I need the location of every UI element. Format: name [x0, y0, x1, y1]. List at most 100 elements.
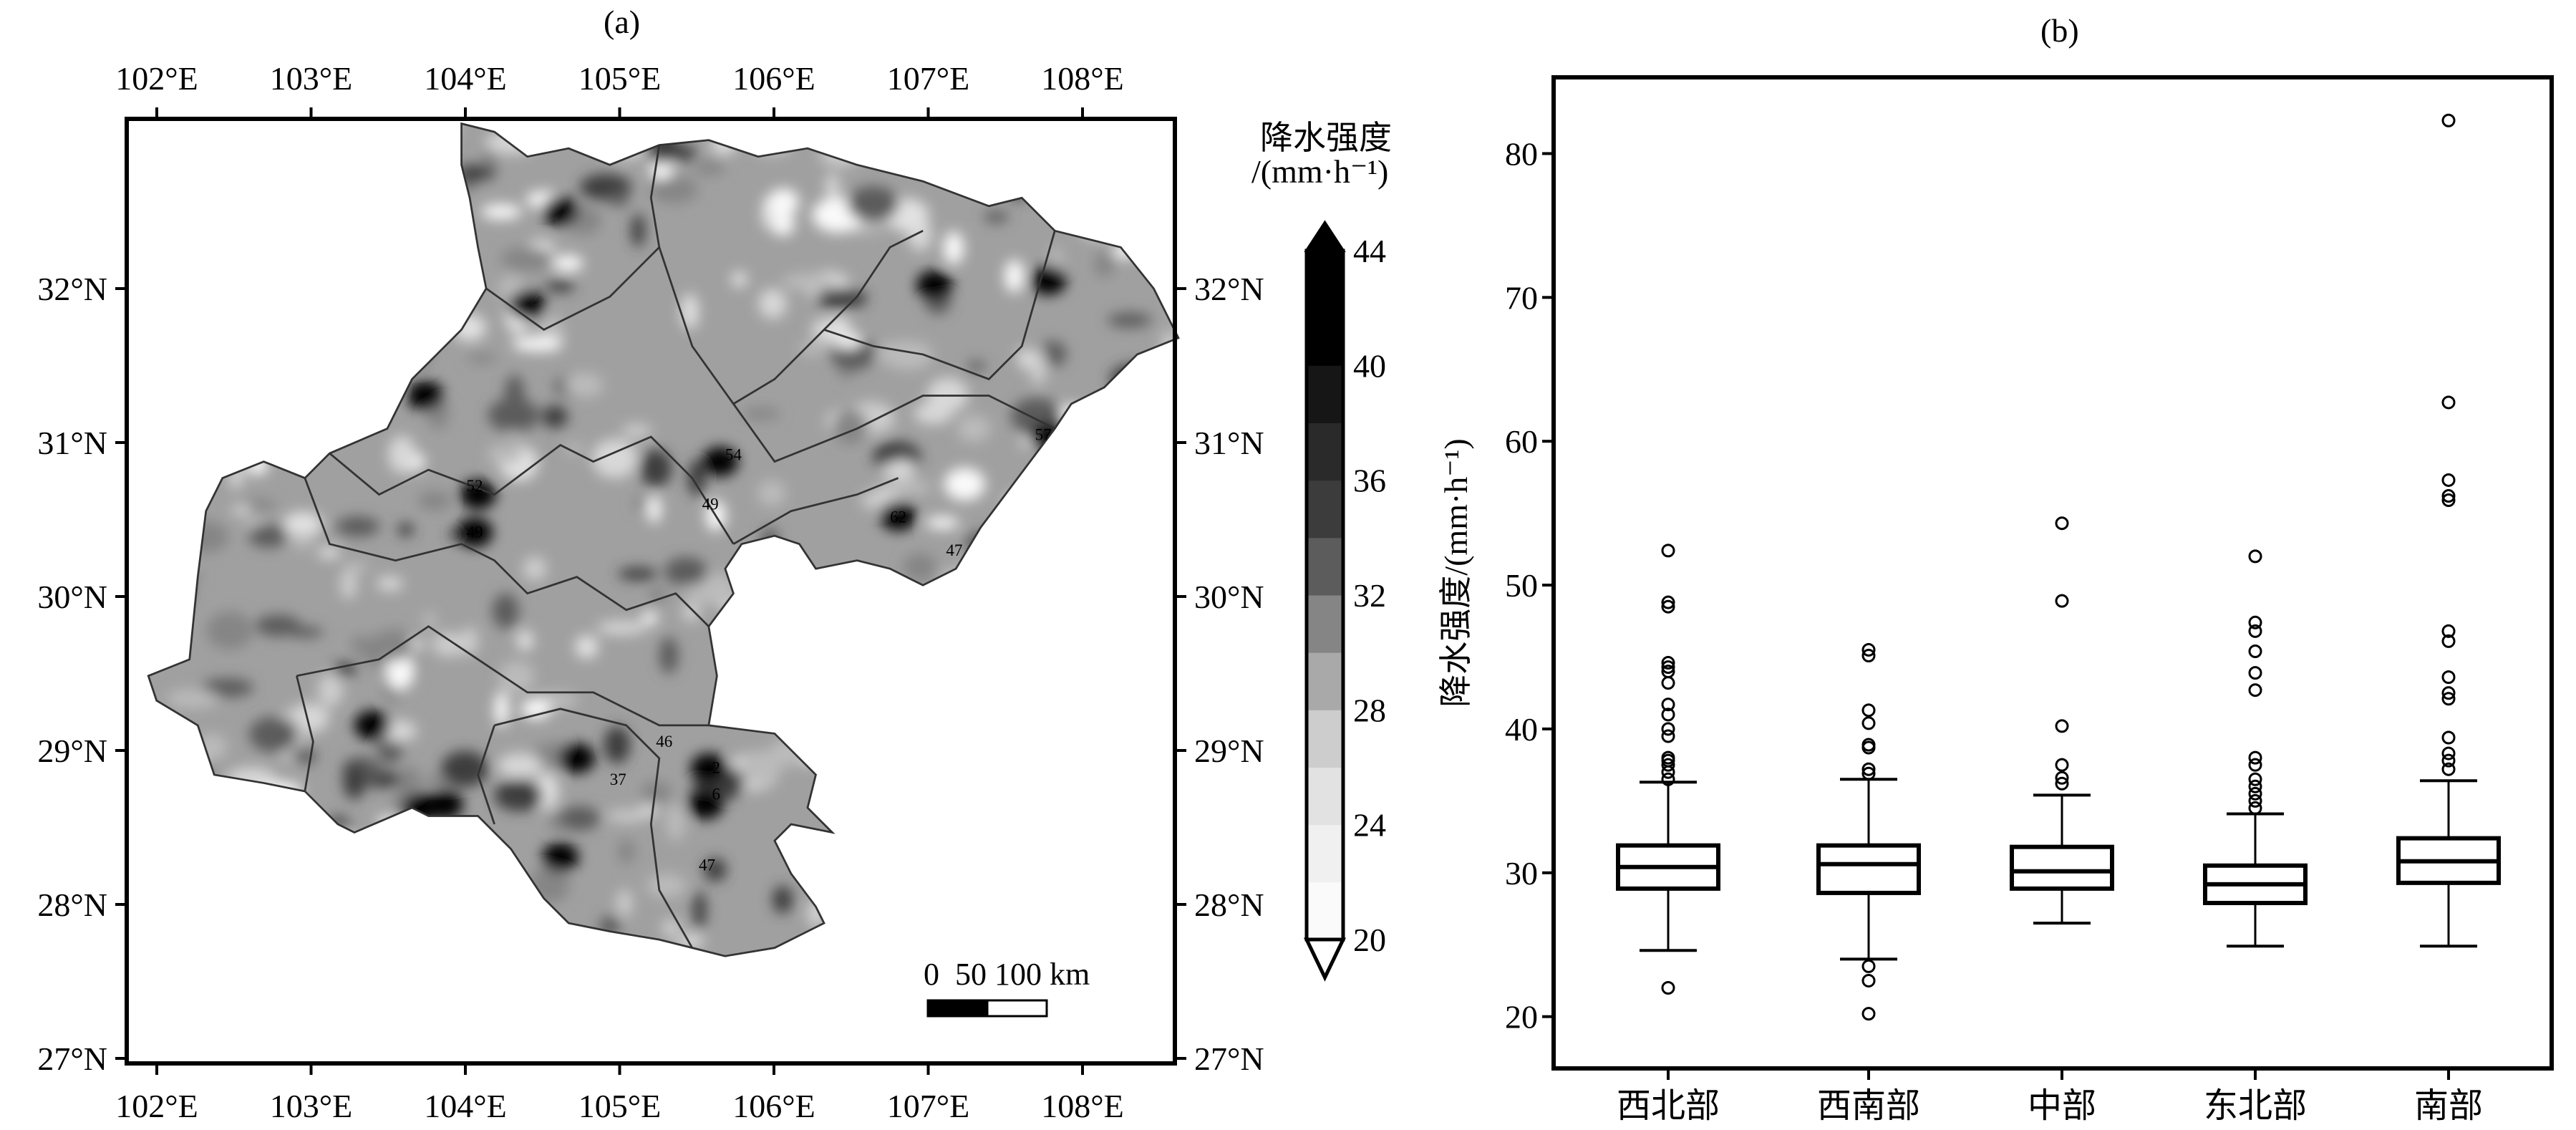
- outlier-point: [2441, 493, 2456, 508]
- plot-frame: [1551, 75, 2554, 1071]
- lat-tick-label-right: 31°N: [1194, 425, 1264, 461]
- outlier-point: [2055, 771, 2069, 785]
- panel-b-title: (b): [2040, 12, 2079, 49]
- heavy-rain-spot: [690, 753, 727, 783]
- colorbar-title-line1: 降水强度: [1260, 120, 1392, 156]
- colorbar-segment: [1307, 652, 1343, 710]
- heavy-rain-spot: [702, 446, 739, 477]
- outlier-point: [2441, 113, 2456, 127]
- intensity-blob: [647, 495, 662, 523]
- outlier-point: [1861, 649, 1876, 663]
- intensity-blob: [290, 533, 314, 549]
- outlier-point: [1661, 750, 1675, 765]
- intensity-blob: [596, 621, 647, 635]
- colorbar-segment: [1307, 422, 1343, 481]
- outlier-point: [1661, 722, 1675, 736]
- outlier-point: [2248, 549, 2262, 564]
- station-label: 47: [699, 855, 715, 874]
- x-tick-label: 西北部: [1617, 1087, 1720, 1125]
- intensity-blob: [283, 511, 323, 537]
- intensity-blob: [782, 273, 834, 291]
- lon-tick-label-top: 107°E: [887, 60, 970, 97]
- intensity-blob: [887, 480, 932, 496]
- scale-bar-label: 0 50 100 km: [924, 957, 1090, 992]
- intensity-blob: [351, 635, 369, 655]
- intensity-blob: [397, 766, 421, 795]
- colorbar-segment: [1307, 365, 1343, 423]
- intensity-blob: [742, 407, 780, 420]
- outlier-point: [2055, 776, 2069, 791]
- intensity-blob: [318, 673, 343, 708]
- outlier-point: [2441, 624, 2456, 638]
- y-tick-label: 70: [1505, 279, 1538, 316]
- intensity-blob: [494, 780, 543, 811]
- intensity-blob: [440, 750, 489, 788]
- heavy-rain-spot: [558, 743, 596, 773]
- panel-a-title: (a): [604, 4, 641, 40]
- station-label: 37: [610, 770, 626, 788]
- heavy-rain-spot: [880, 501, 916, 531]
- intensity-blob: [512, 336, 563, 352]
- intensity-blob: [523, 556, 547, 581]
- intensity-blob: [693, 160, 725, 175]
- intensity-blob: [682, 601, 701, 622]
- intensity-blob: [343, 763, 366, 800]
- district-boundary: [494, 708, 694, 949]
- outlier-point: [2248, 750, 2262, 765]
- y-tick-label: 20: [1505, 999, 1538, 1035]
- lat-tick-label-left: 29°N: [37, 733, 107, 769]
- intensity-blob: [957, 415, 991, 443]
- intensity-blob: [290, 748, 311, 760]
- intensity-blob: [798, 342, 826, 355]
- outlier-point: [1861, 716, 1876, 730]
- intensity-blob: [498, 753, 543, 778]
- heavy-rain-spot: [542, 195, 579, 226]
- station-label: 49: [702, 494, 719, 513]
- intensity-blob: [606, 810, 650, 822]
- y-tick-label: 40: [1505, 711, 1538, 748]
- y-tick-label: 80: [1505, 135, 1538, 172]
- intensity-blob: [758, 289, 787, 319]
- intensity-blob: [703, 858, 727, 882]
- station-label: 6: [712, 784, 720, 803]
- lat-tick-label-left: 27°N: [37, 1040, 107, 1077]
- outlier-point: [2441, 395, 2456, 410]
- intensity-blob: [681, 294, 699, 330]
- intensity-blob: [967, 361, 986, 372]
- intensity-blob: [768, 188, 799, 216]
- intensity-blob: [1004, 259, 1025, 293]
- outlier-point: [2441, 730, 2456, 745]
- intensity-blob: [553, 255, 584, 272]
- colorbar-segment: [1307, 251, 1343, 366]
- intensity-blob: [815, 287, 868, 309]
- colorbar-segment: [1307, 710, 1343, 768]
- lat-tick-label-left: 32°N: [37, 271, 107, 307]
- outlier-point: [2055, 516, 2069, 531]
- outlier-point: [2441, 692, 2456, 706]
- district-boundary: [649, 145, 661, 248]
- station-label: 46: [656, 732, 672, 750]
- colorbar-segment: [1307, 537, 1343, 596]
- lon-tick-label-bottom: 105°E: [578, 1088, 662, 1124]
- intensity-blob: [340, 570, 357, 599]
- intensity-blob: [516, 630, 533, 651]
- outlier-point: [2248, 801, 2262, 815]
- intensity-blob: [377, 628, 412, 662]
- lon-tick-label-bottom: 107°E: [887, 1088, 970, 1124]
- intensity-blob: [592, 439, 638, 478]
- colorbar-tick-label: 24: [1353, 807, 1386, 844]
- intensity-blob: [1017, 348, 1032, 369]
- outlier-point: [1661, 599, 1675, 614]
- lon-tick-label-bottom: 108°E: [1041, 1088, 1124, 1124]
- intensity-blob: [343, 561, 369, 573]
- outlier-point: [2248, 683, 2262, 697]
- intensity-blob: [740, 750, 781, 786]
- district-boundary: [485, 230, 924, 405]
- outlier-point: [1661, 544, 1675, 558]
- y-tick-label: 30: [1505, 855, 1538, 892]
- outlier-point: [2248, 615, 2262, 629]
- station-label: 2: [712, 758, 720, 777]
- intensity-blob: [201, 678, 254, 697]
- lon-tick-label-top: 104°E: [424, 60, 507, 97]
- lon-tick-label-bottom: 103°E: [270, 1088, 353, 1124]
